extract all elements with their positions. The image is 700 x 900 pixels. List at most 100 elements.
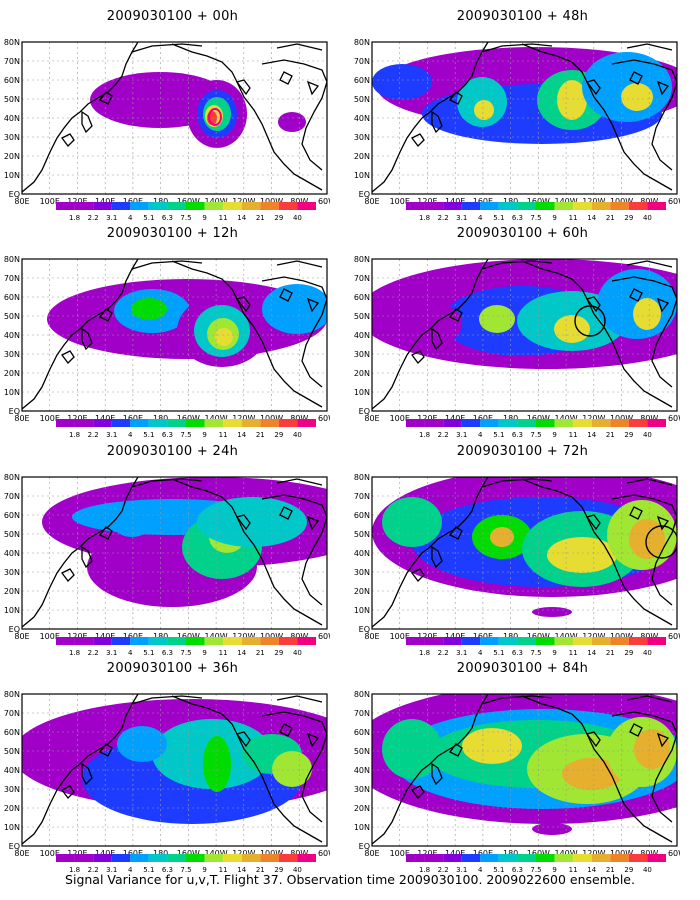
colorbar-swatch xyxy=(260,419,279,427)
coastline xyxy=(449,91,463,105)
x-tick-label: 140E xyxy=(95,197,115,206)
x-tick-label: 160W xyxy=(527,197,550,206)
colorbar-swatch xyxy=(406,202,425,210)
x-tick-label: 160E xyxy=(123,632,143,641)
y-tick-label: 50N xyxy=(354,95,370,104)
colorbar-swatch xyxy=(424,202,444,210)
y-tick-label: 70N xyxy=(4,492,20,501)
x-tick-label: 120E xyxy=(417,632,437,641)
coastline xyxy=(261,276,327,388)
colorbar-swatch xyxy=(628,419,648,427)
x-tick-label: 160E xyxy=(473,849,493,858)
panel-title: 2009030100 + 48h xyxy=(456,9,589,24)
colorbar-swatch xyxy=(167,419,186,427)
colorbar-swatch xyxy=(111,854,131,862)
x-tick-label: 80W xyxy=(640,414,658,423)
colorbar-swatch xyxy=(628,854,648,862)
colorbar-label: 21 xyxy=(606,866,615,874)
coastline xyxy=(411,568,425,582)
x-tick-label: 160E xyxy=(123,197,143,206)
map-panel: 2009030100 + 48h 80E 100E 120E 140E 160E 180 16… xyxy=(350,5,695,230)
colorbar-label: 14 xyxy=(587,649,596,657)
x-tick-label: 140E xyxy=(95,414,115,423)
x-tick-label: 120E xyxy=(417,414,437,423)
colorbar-swatch xyxy=(480,854,499,862)
map-frame xyxy=(21,41,328,195)
colorbar-swatch xyxy=(610,202,629,210)
colorbar-swatch xyxy=(573,637,592,645)
x-tick-label: 80W xyxy=(640,632,658,641)
colorbar-label: 7.5 xyxy=(530,431,541,439)
colorbar: 1.8 2.2 3.1 4 5.1 6.3 7.5 9 11 14 21 29 40 xyxy=(406,202,666,222)
y-tick-label: 20N xyxy=(354,587,370,596)
y-tick-label: 10N xyxy=(354,823,370,832)
coastline xyxy=(61,133,75,147)
colorbar-swatch xyxy=(93,202,112,210)
y-tick-label: 50N xyxy=(354,747,370,756)
colorbar-swatch xyxy=(517,854,536,862)
coastline xyxy=(131,43,203,53)
colorbar-swatch xyxy=(647,637,666,645)
colorbar-swatch xyxy=(223,202,242,210)
colorbar-swatch xyxy=(241,202,261,210)
x-tick-label: 180 xyxy=(503,197,518,206)
x-tick-label: 60W xyxy=(318,197,330,206)
coastline xyxy=(521,43,673,191)
variance-map: 80E 100E 120E 140E 160E 180 160W 140W 120W 100W 80… xyxy=(4,690,330,858)
x-tick-label: 100W xyxy=(260,197,283,206)
colorbar-label: 5.1 xyxy=(143,649,154,657)
colorbar-swatch xyxy=(186,419,205,427)
x-tick-label: 80E xyxy=(364,849,379,858)
x-tick-label: 160W xyxy=(527,632,550,641)
x-tick-label: 80W xyxy=(640,849,658,858)
colorbar-label: 14 xyxy=(237,214,246,222)
colorbar-label: 1.8 xyxy=(419,649,430,657)
colorbar-swatch xyxy=(260,637,279,645)
x-tick-label: 80E xyxy=(14,197,29,206)
colorbar-label: 5.1 xyxy=(143,431,154,439)
coastline xyxy=(81,327,93,351)
y-tick-label: 80N xyxy=(4,473,20,482)
colorbar-label: 1.8 xyxy=(69,214,80,222)
y-tick-label: 40N xyxy=(4,331,20,340)
variance-contour xyxy=(110,92,134,112)
colorbar-label: 40 xyxy=(643,866,652,874)
colorbar-label: 7.5 xyxy=(180,649,191,657)
variance-contour xyxy=(117,726,167,762)
coastline xyxy=(585,79,601,96)
colorbar-label: 9 xyxy=(552,866,556,874)
colorbar-swatch xyxy=(74,854,94,862)
colorbar-swatch xyxy=(223,419,242,427)
variance-contour xyxy=(382,497,442,547)
colorbar-swatch xyxy=(278,202,298,210)
colorbar-swatch xyxy=(111,202,131,210)
colorbar-label: 2.2 xyxy=(88,431,99,439)
panel-title: 2009030100 + 00h xyxy=(106,9,239,24)
colorbar-swatch xyxy=(56,419,75,427)
coastline xyxy=(611,711,677,823)
colorbar-swatch xyxy=(93,637,112,645)
map-panel: 2009030100 + 24h 80E 100E 120E 140E 160E 180 16… xyxy=(0,440,345,665)
colorbar-label: 2.2 xyxy=(438,866,449,874)
colorbar-label: 40 xyxy=(643,649,652,657)
colorbar-label: 3.1 xyxy=(106,214,117,222)
x-tick-label: 100W xyxy=(260,414,283,423)
y-tick-label: 70N xyxy=(354,492,370,501)
coastline xyxy=(279,71,293,85)
coastline xyxy=(629,723,643,737)
y-tick-label: 70N xyxy=(354,274,370,283)
variance-contour xyxy=(215,328,233,346)
variance-map: 80E 100E 120E 140E 160E 180 160W 140W 120W 100W 80… xyxy=(4,473,330,641)
coastline xyxy=(235,79,251,96)
y-tick-label: 10N xyxy=(4,171,20,180)
y-tick-label: 60N xyxy=(354,293,370,302)
colorbar-label: 29 xyxy=(274,431,283,439)
panel-title: 2009030100 + 36h xyxy=(106,661,239,676)
x-tick-label: 180 xyxy=(153,849,168,858)
colorbar-swatch xyxy=(74,202,94,210)
y-tick-label: 80N xyxy=(354,255,370,264)
colorbar-swatch xyxy=(241,419,261,427)
y-tick-label: 20N xyxy=(354,369,370,378)
y-tick-label: 40N xyxy=(354,331,370,340)
colorbar-label: 40 xyxy=(293,649,302,657)
